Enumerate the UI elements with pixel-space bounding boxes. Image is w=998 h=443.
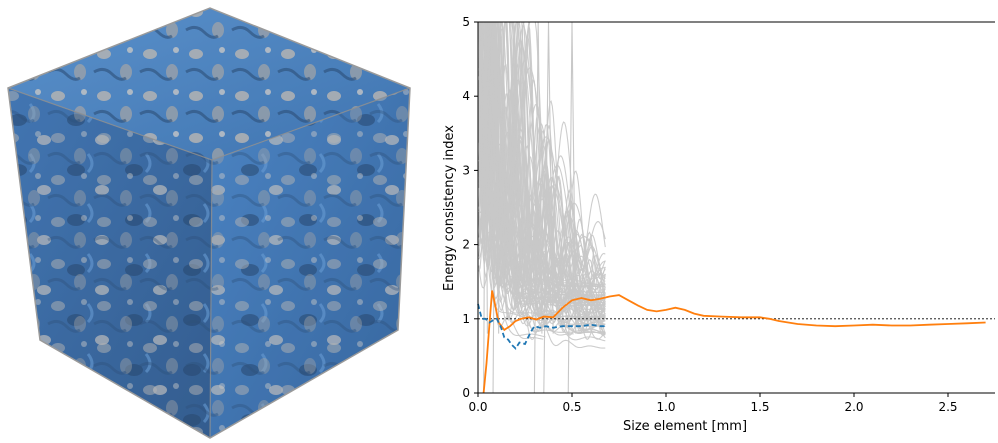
ticks-group: 0.0 0.5 1.0 1.5 2.0 2.5 0 1 2 3 4 5 (462, 15, 957, 414)
series-solid-line (482, 290, 986, 394)
x-tick-label: 1.5 (750, 400, 769, 414)
sample-curve (478, 21, 606, 322)
x-axis-label: Size element [mm] (623, 419, 747, 434)
sample-curve (478, 44, 595, 332)
y-axis-label: Energy consistency index (442, 125, 457, 291)
y-tick-label: 2 (462, 238, 470, 252)
y-tick-label: 1 (462, 312, 470, 326)
series-group (477, 290, 986, 394)
x-tick-label: 0.5 (562, 400, 581, 414)
sample-curve (478, 21, 606, 271)
axes-group (477, 21, 995, 394)
porous-cube-rendering (7, 7, 411, 439)
sample-curve (478, 21, 606, 295)
y-tick-label: 4 (462, 89, 470, 103)
y-tick-label: 0 (462, 386, 470, 400)
y-tick-label: 3 (462, 163, 470, 177)
sample-curve (478, 64, 606, 316)
energy-consistency-chart: 0.0 0.5 1.0 1.5 2.0 2.5 0 1 2 3 4 5 Size element [m… (420, 0, 998, 439)
series-dashed-line (477, 303, 606, 350)
sample-curves-group (478, 21, 606, 394)
porous-cube-image (0, 0, 420, 439)
y-tick-label: 5 (462, 15, 470, 29)
x-tick-label: 2.0 (844, 400, 863, 414)
x-tick-label: 1.0 (656, 400, 675, 414)
chart-svg: 0.0 0.5 1.0 1.5 2.0 2.5 0 1 2 3 4 5 Size element [m… (442, 15, 995, 434)
x-tick-label: 0.0 (468, 400, 487, 414)
sample-curve (478, 21, 606, 322)
x-tick-label: 2.5 (938, 400, 957, 414)
